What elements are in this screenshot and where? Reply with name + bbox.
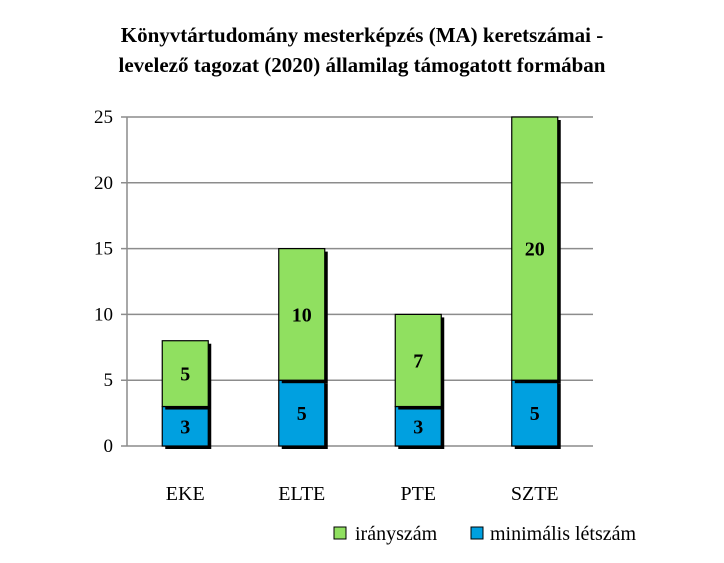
data-label: 7 [413,350,423,372]
y-tick-label: 15 [94,239,113,260]
bars: 3 5 5 10 3 7 5 20 [161,116,561,449]
legend-swatch [333,526,347,540]
bar-segment [511,116,559,381]
x-category-label: EKE [166,483,205,505]
data-label: 20 [525,239,545,261]
data-label: 3 [413,416,423,438]
chart-title-line-1: Könyvtártudomány mesterképzés (MA) keret… [121,23,604,47]
chart-title: Könyvtártudomány mesterképzés (MA) keret… [119,23,606,77]
legend-swatch [470,526,484,540]
bar-segment [394,405,442,447]
legend: irányszám minimális létszám [333,523,637,545]
x-category-label: PTE [400,483,436,505]
chart-title-line-2: levelező tagozat (2020) államilag támoga… [119,53,606,77]
y-tick-label: 0 [104,436,114,457]
y-tick-label: 10 [94,304,113,325]
x-category-label: SZTE [511,483,559,505]
bar-segment [161,340,209,408]
data-label: 5 [530,403,540,425]
data-label: 5 [297,403,307,425]
y-tick-label: 20 [94,173,113,194]
y-axis: 0 5 10 15 20 25 [94,107,128,457]
y-tick-label: 25 [94,107,113,128]
bar-segment [278,248,326,381]
legend-label: irányszám [355,523,438,545]
bar-segment [278,379,326,447]
x-axis: EKE ELTE PTE SZTE [166,483,559,505]
x-category-label: ELTE [278,483,325,505]
data-label: 10 [292,304,312,326]
bar-segment [511,379,559,447]
legend-label: minimális létszám [490,523,637,545]
data-label: 3 [180,416,190,438]
bar-segment [394,313,442,408]
y-tick-label: 5 [104,370,114,391]
data-label: 5 [180,364,190,386]
